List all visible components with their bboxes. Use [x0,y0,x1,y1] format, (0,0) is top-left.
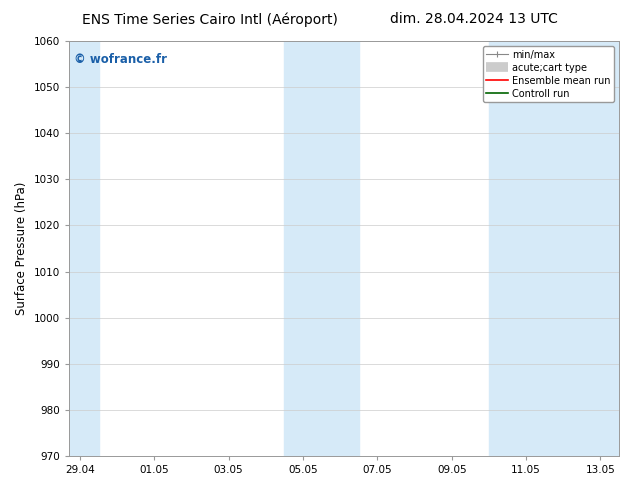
Bar [69,41,98,456]
Bar [285,41,359,456]
Y-axis label: Surface Pressure (hPa): Surface Pressure (hPa) [15,182,28,315]
Legend: min/max, acute;cart type, Ensemble mean run, Controll run: min/max, acute;cart type, Ensemble mean … [482,46,614,102]
Text: ENS Time Series Cairo Intl (Aéroport): ENS Time Series Cairo Intl (Aéroport) [82,12,339,27]
Text: © wofrance.fr: © wofrance.fr [74,53,167,67]
Bar [489,41,619,456]
Text: dim. 28.04.2024 13 UTC: dim. 28.04.2024 13 UTC [390,12,558,26]
